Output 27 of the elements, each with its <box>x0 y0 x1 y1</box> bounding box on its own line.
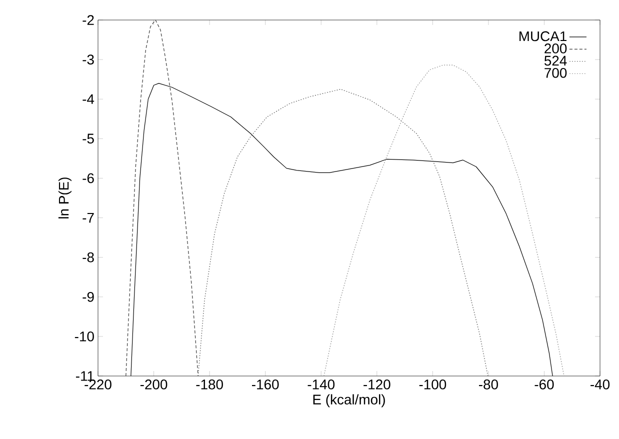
line-series <box>198 88 488 376</box>
x-tick-label: -200 <box>140 380 168 390</box>
x-axis-title: E (kcal/mol) <box>313 394 385 408</box>
legend-label: 700 <box>544 68 567 78</box>
x-tick-label: -80 <box>478 380 498 390</box>
x-tick-label: -160 <box>252 380 279 390</box>
y-tick-label: -4 <box>82 94 94 104</box>
line-series <box>126 20 198 376</box>
y-axis-title: ln P(E) <box>58 178 72 218</box>
x-tick-label: -120 <box>364 380 390 390</box>
y-tick-label: -10 <box>74 331 94 342</box>
legend-label: 524 <box>544 56 567 66</box>
y-tick-label: -8 <box>82 252 94 262</box>
y-tick-label: -2 <box>82 15 94 25</box>
x-tick-label: -180 <box>196 380 223 390</box>
x-tick-label: -220 <box>84 380 112 390</box>
y-tick-label: -5 <box>82 134 94 144</box>
x-tick-label: -100 <box>419 380 446 390</box>
y-tick-label: -7 <box>82 212 94 223</box>
y-tick-label: -9 <box>82 292 94 302</box>
legend-label: MUCA1 <box>519 31 566 42</box>
y-tick-label: -3 <box>82 54 94 64</box>
legend-label: 200 <box>544 44 567 54</box>
x-tick-label: -40 <box>590 380 610 390</box>
x-tick-label: -140 <box>308 380 335 390</box>
x-tick-label: -60 <box>534 380 554 390</box>
y-tick-label: -6 <box>82 173 94 184</box>
